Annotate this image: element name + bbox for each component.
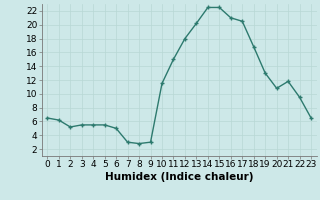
X-axis label: Humidex (Indice chaleur): Humidex (Indice chaleur) [105,172,253,182]
